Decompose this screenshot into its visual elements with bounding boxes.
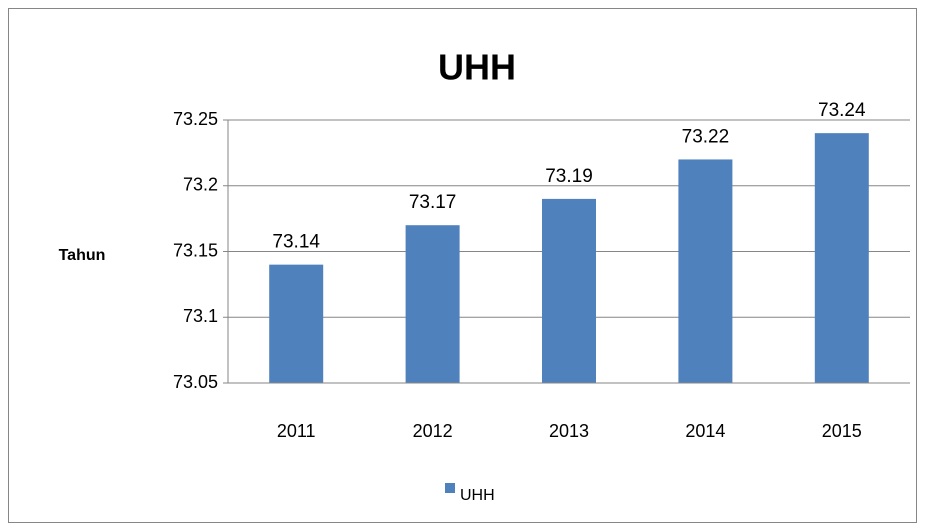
- bar: [269, 264, 324, 383]
- y-tick-label: 73.2: [183, 175, 218, 195]
- x-tick-label: 2013: [549, 421, 589, 441]
- bar: [405, 225, 460, 383]
- y-tick-label: 73.25: [173, 109, 218, 129]
- x-tick-label: 2011: [277, 421, 316, 441]
- x-tick-label: 2012: [413, 421, 453, 441]
- bar: [542, 198, 596, 383]
- data-label: 73.22: [682, 126, 730, 147]
- y-tick-label: 73.1: [183, 306, 218, 326]
- data-label: 73.24: [818, 100, 866, 121]
- bar: [814, 133, 869, 383]
- y-tick-label: 73.15: [173, 240, 218, 260]
- bar: [678, 159, 733, 383]
- legend-label: UHH: [460, 487, 495, 504]
- x-tick-label: 2015: [822, 421, 862, 441]
- y-axis-label: Tahun: [59, 247, 106, 264]
- y-tick-label: 73.05: [173, 372, 218, 392]
- data-label: 73.14: [272, 232, 320, 253]
- chart-border: [8, 8, 917, 523]
- legend-swatch: [445, 483, 455, 493]
- data-label: 73.17: [409, 192, 457, 213]
- data-label: 73.19: [545, 166, 593, 187]
- x-tick-label: 2014: [685, 421, 725, 441]
- chart-title: UHH: [438, 47, 516, 88]
